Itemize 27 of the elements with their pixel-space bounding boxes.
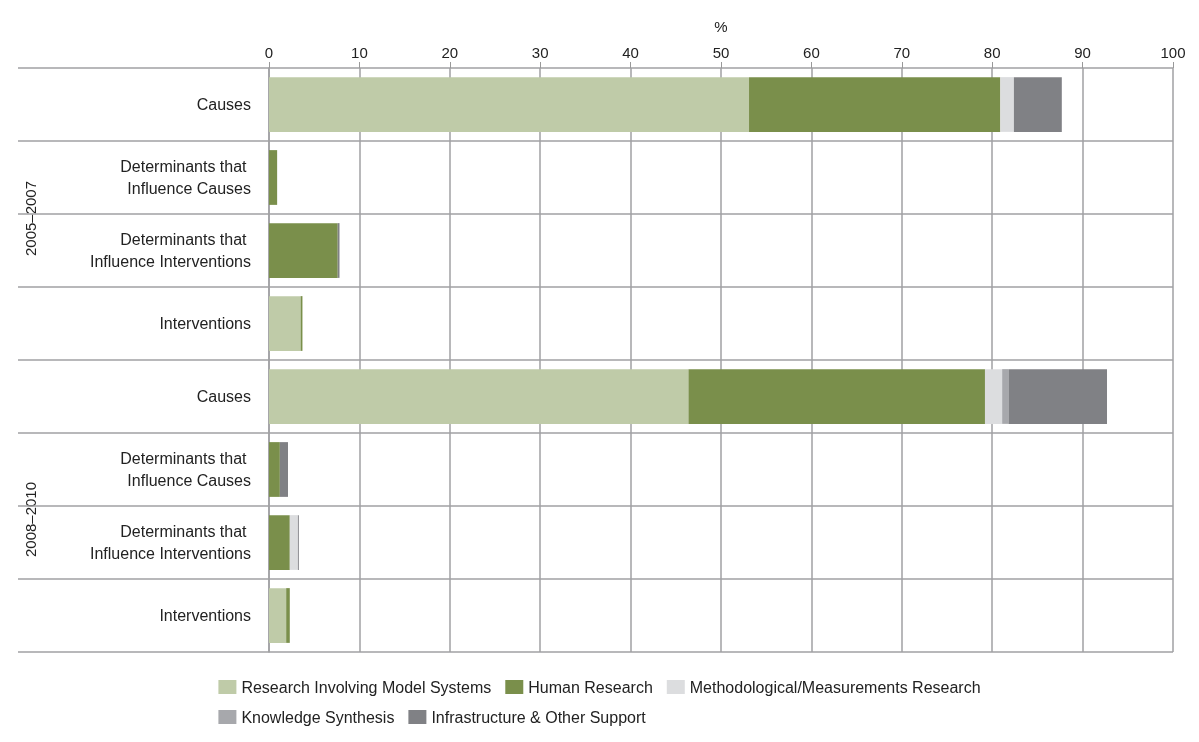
x-tick-label: 30 <box>531 44 549 61</box>
text: 2005–2007 <box>21 180 39 257</box>
x-tick-label: 90 <box>1074 44 1091 61</box>
x-tick-label: 80 <box>983 44 1001 61</box>
y-tick-label: Determinants that Influence Causes <box>120 158 251 197</box>
y-tick-label: Causes <box>196 388 251 405</box>
x-axis-title: % <box>714 18 728 35</box>
x-tick-label: 70 <box>893 44 911 61</box>
x-tick-label: 10 <box>351 44 368 61</box>
x-tick-label: 50 <box>712 44 730 61</box>
y-tick-label: Determinants that Influence Causes <box>120 450 251 489</box>
y-tick-label: Interventions <box>159 607 251 624</box>
text: 2008–2010 <box>21 481 39 558</box>
legend-label: Research Involving Model Systems <box>241 678 492 696</box>
y-tick-label: Determinants that Influence Interventions <box>90 231 251 270</box>
legend-label: Methodological/Measurements Research <box>689 678 981 696</box>
y-tick-label: Causes <box>196 96 251 113</box>
y-tick-label: Interventions <box>159 315 251 332</box>
x-tick-label: 60 <box>803 44 820 61</box>
x-tick-label: 100 <box>1160 44 1186 61</box>
y-tick-label: Determinants that Influence Interventions <box>90 523 251 562</box>
x-tick-label: 0 <box>264 44 274 61</box>
x-tick-label: 40 <box>622 44 639 61</box>
legend-label: Human Research <box>528 678 653 696</box>
x-tick-label: 20 <box>441 44 459 61</box>
legend-label: Knowledge Synthesis <box>241 708 395 726</box>
legend-label: Infrastructure & Other Support <box>431 708 647 726</box>
